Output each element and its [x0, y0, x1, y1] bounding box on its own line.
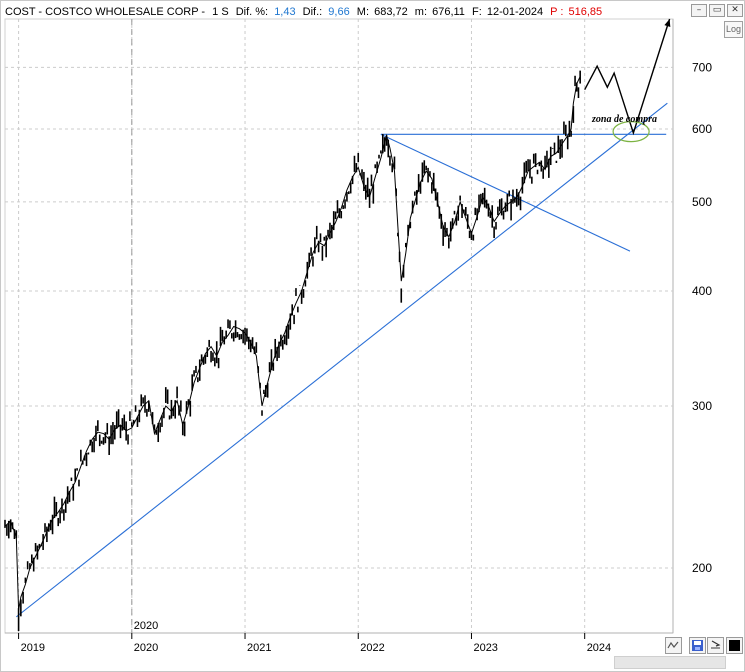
buy-zone-label: zona de compra	[591, 114, 657, 125]
y-axis-ticks: 200 300 400 500 600 700	[692, 60, 712, 575]
cursor-date-label: 2020	[134, 620, 158, 632]
date-label: F:	[472, 6, 482, 18]
fill-toggle-button[interactable]	[726, 637, 743, 654]
cursor-arrow-icon	[711, 640, 721, 649]
x-tick-label: 2024	[587, 642, 611, 654]
x-axis-ticks: 2019 2020 2021 2022 2023 2024	[18, 633, 611, 654]
price-value: 516,85	[569, 6, 603, 18]
x-tick-label: 2021	[247, 642, 271, 654]
close-button[interactable]: ✕	[727, 4, 743, 17]
restore-button[interactable]: ▭	[709, 4, 725, 17]
ticker-label: COST - COSTCO WHOLESALE CORP -	[5, 6, 205, 18]
minimize-button[interactable]: –	[691, 4, 707, 17]
min-value: 676,11	[432, 6, 465, 18]
chart-type-button[interactable]	[665, 637, 682, 654]
buy-zone-ellipse[interactable]	[612, 121, 650, 143]
x-tick-label: 2020	[134, 642, 158, 654]
buy-zone[interactable]: zona de compra	[591, 114, 657, 143]
x-tick-label: 2022	[360, 642, 384, 654]
min-label: m:	[415, 6, 427, 18]
horizontal-scrollbar[interactable]	[614, 656, 726, 669]
x-tick-label: 2023	[473, 642, 497, 654]
projection-line[interactable]	[584, 18, 671, 136]
y-tick-label: 600	[692, 122, 712, 136]
trendline-2[interactable]	[380, 133, 631, 252]
log-scale-button[interactable]: Log	[724, 21, 743, 38]
y-tick-label: 300	[692, 399, 712, 413]
dif-value: 9,66	[328, 6, 349, 18]
y-tick-label: 400	[692, 284, 712, 298]
zigzag-icon	[667, 641, 679, 649]
cursor-marker: 2020	[131, 19, 158, 633]
chart-header: COST - COSTCO WHOLESALE CORP - 1 S Dif. …	[5, 6, 602, 18]
price-series	[4, 70, 581, 632]
y-tick-label: 500	[692, 195, 712, 209]
date-value: 12-01-2024	[487, 6, 543, 18]
max-value: 683,72	[374, 6, 408, 18]
dif-pct-label: Dif. %:	[236, 6, 268, 18]
projection-arrowhead	[664, 19, 671, 27]
y-tick-label: 700	[692, 60, 712, 74]
projection-path[interactable]	[584, 18, 671, 136]
x-tick-label: 2019	[21, 642, 45, 654]
floppy-icon	[692, 640, 703, 651]
price-line	[4, 76, 581, 611]
dif-pct-value: 1,43	[274, 6, 295, 18]
timeframe-label: 1 S	[212, 6, 229, 18]
trendline-1[interactable]	[15, 102, 668, 618]
dif-label: Dif.:	[303, 6, 323, 18]
y-tick-label: 200	[692, 561, 712, 575]
max-label: M:	[357, 6, 369, 18]
cursor-tool-button[interactable]	[707, 637, 724, 654]
trendlines[interactable]	[15, 102, 668, 618]
square-icon	[729, 640, 740, 651]
save-button[interactable]	[689, 637, 706, 654]
price-label: P :	[550, 6, 563, 18]
